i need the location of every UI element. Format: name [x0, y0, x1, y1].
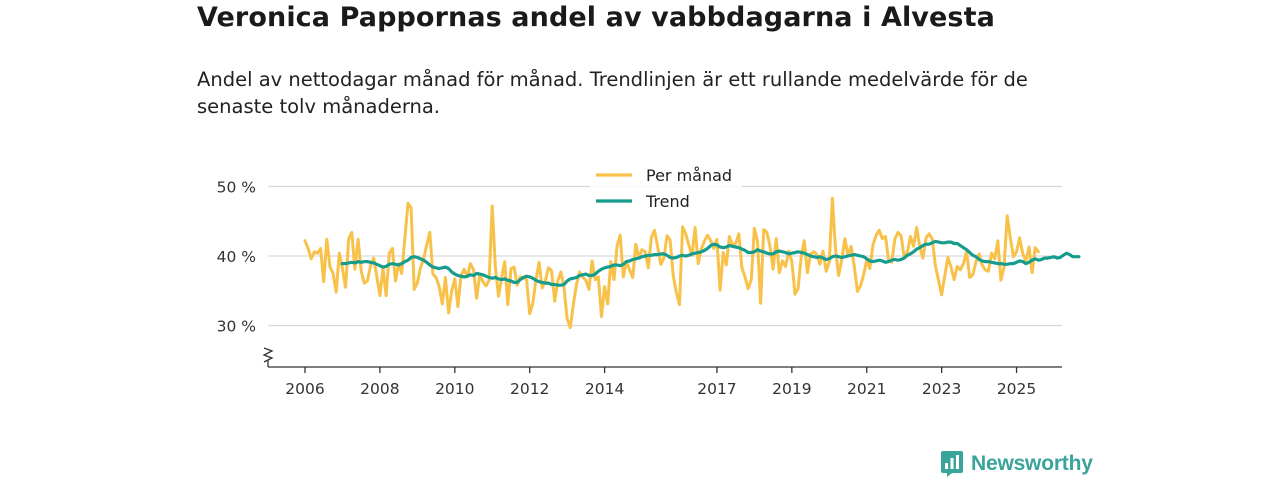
- monthly-series-line: [303, 196, 1040, 330]
- chart-title: Veronica Pappornas andel av vabbdagarna …: [197, 2, 995, 33]
- x-tick-label: 2010: [435, 380, 474, 398]
- axis-break-icon: [262, 347, 274, 363]
- x-tick-label: 2021: [847, 380, 886, 398]
- y-tick-label: 40 %: [217, 248, 256, 266]
- trend-series-line: [340, 239, 1081, 287]
- x-tick-label: 2014: [585, 380, 624, 398]
- x-tick-label: 2008: [360, 380, 399, 398]
- x-tick-label: 2025: [997, 380, 1036, 398]
- legend-label-trend: Trend: [645, 192, 690, 211]
- brand-name: Newsworthy: [971, 452, 1093, 475]
- legend-label-monthly: Per månad: [646, 166, 732, 185]
- y-tick-label: 30 %: [217, 318, 256, 336]
- brand-logo[interactable]: Newsworthy: [940, 450, 1093, 478]
- x-tick-label: 2006: [285, 380, 324, 398]
- bar-chart-logo-icon: [941, 451, 963, 477]
- chart-subtitle: Andel av nettodagar månad för månad. Tre…: [197, 68, 1028, 118]
- y-tick-label: 50 %: [217, 179, 256, 197]
- x-tick-label: 2017: [697, 380, 736, 398]
- legend-box: [590, 162, 742, 214]
- x-tick-label: 2019: [772, 380, 811, 398]
- x-tick-label: 2012: [510, 380, 549, 398]
- x-tick-label: 2023: [922, 380, 961, 398]
